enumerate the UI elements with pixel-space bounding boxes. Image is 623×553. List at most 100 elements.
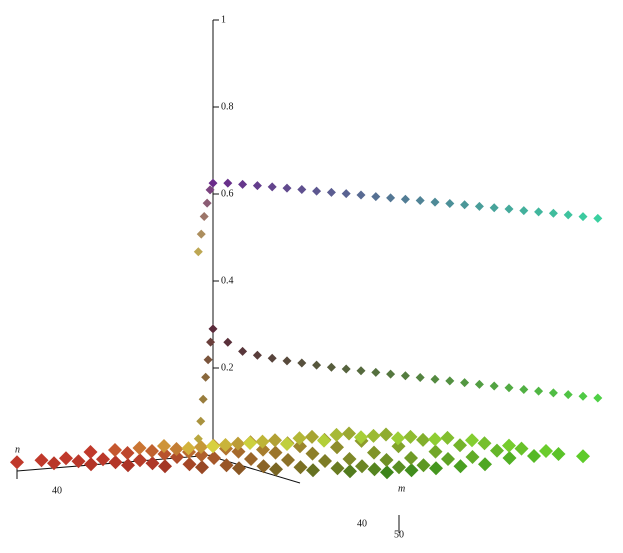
point — [548, 208, 558, 218]
point — [193, 434, 203, 444]
point — [502, 438, 516, 453]
point — [341, 364, 351, 374]
point — [201, 372, 211, 382]
point — [356, 366, 366, 376]
point — [267, 182, 277, 192]
point — [453, 438, 467, 453]
point — [380, 465, 394, 480]
point — [158, 459, 172, 474]
point — [194, 439, 208, 454]
point — [268, 433, 282, 448]
point — [578, 212, 588, 222]
point — [207, 450, 221, 465]
point — [121, 458, 135, 473]
point — [297, 184, 307, 194]
point — [445, 198, 455, 208]
point — [355, 459, 369, 474]
point — [502, 450, 517, 465]
point — [219, 458, 234, 473]
point — [343, 464, 357, 479]
point — [202, 198, 212, 208]
point — [429, 461, 443, 476]
point — [231, 436, 245, 451]
point — [504, 204, 514, 214]
y-axis-label: n — [15, 444, 20, 455]
point — [445, 376, 455, 386]
point — [34, 453, 49, 468]
point — [145, 443, 159, 458]
point — [342, 426, 356, 441]
point — [252, 350, 262, 360]
point — [170, 449, 184, 464]
point — [305, 446, 320, 461]
point — [157, 446, 172, 461]
point — [578, 391, 588, 401]
point — [182, 457, 197, 472]
point — [386, 369, 396, 379]
point — [199, 211, 209, 221]
point — [563, 210, 573, 220]
point — [318, 453, 332, 468]
point — [534, 386, 544, 396]
point — [400, 371, 410, 381]
point — [83, 444, 98, 459]
point — [326, 362, 336, 372]
point — [576, 449, 590, 464]
point — [312, 186, 322, 196]
point — [194, 447, 209, 462]
point — [415, 373, 425, 383]
point — [208, 178, 218, 188]
point — [269, 462, 283, 477]
point — [392, 460, 406, 475]
point — [206, 439, 220, 454]
point — [231, 444, 246, 459]
point — [145, 456, 160, 471]
point — [203, 355, 213, 365]
point — [428, 444, 443, 459]
point — [404, 450, 418, 465]
point — [326, 187, 336, 197]
point — [341, 189, 351, 199]
point — [474, 379, 484, 389]
point — [367, 445, 381, 460]
point — [441, 451, 455, 466]
point — [465, 449, 480, 464]
point — [391, 439, 406, 454]
y-tick-label: 40 — [52, 485, 62, 496]
point — [430, 197, 440, 207]
point — [223, 178, 233, 188]
point — [539, 443, 553, 458]
point — [593, 213, 603, 223]
point — [356, 190, 366, 200]
point — [256, 459, 271, 474]
point — [71, 454, 86, 469]
point — [312, 360, 322, 370]
point — [196, 229, 206, 239]
point — [548, 388, 558, 398]
point — [282, 183, 292, 193]
point — [563, 390, 573, 400]
point — [386, 193, 396, 203]
point — [342, 451, 357, 466]
point — [489, 203, 499, 213]
point — [223, 337, 233, 347]
point — [208, 324, 218, 334]
point — [504, 383, 514, 393]
point — [440, 430, 455, 445]
point — [593, 393, 603, 403]
x-axis-label: m — [398, 483, 405, 494]
point — [133, 453, 147, 468]
point — [367, 462, 382, 477]
point — [379, 427, 393, 442]
point — [280, 436, 294, 451]
point — [305, 429, 319, 444]
point — [371, 192, 381, 202]
point — [181, 441, 196, 456]
point — [478, 457, 492, 472]
point — [243, 435, 257, 450]
point — [391, 431, 405, 446]
point — [293, 460, 308, 475]
point — [403, 429, 418, 444]
point — [306, 463, 320, 478]
point — [400, 194, 410, 204]
